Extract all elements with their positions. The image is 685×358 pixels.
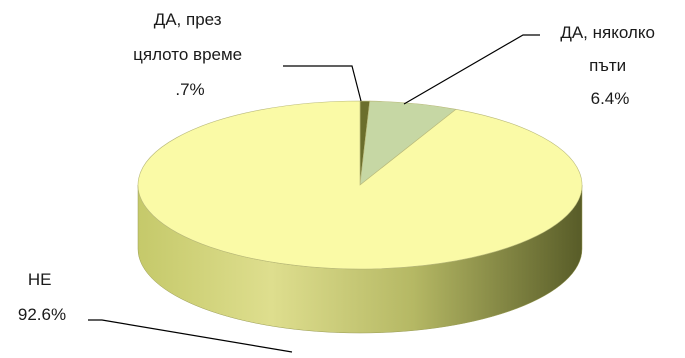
- label-yes-all-time: ДА, през цялото време .7%: [133, 10, 247, 99]
- label-yes-several-times-line2: пъти: [589, 56, 626, 75]
- label-no-value: 92.6%: [18, 305, 66, 324]
- label-yes-all-time-line1: ДА, през: [154, 10, 222, 29]
- leader-line-yes-several-times: [403, 34, 540, 105]
- leader-line-yes-all-time: [283, 65, 362, 102]
- label-yes-several-times-line1: ДА, няколко: [560, 23, 655, 42]
- label-yes-several-times-value: 6.4%: [591, 89, 630, 108]
- label-yes-several-times: ДА, няколко пъти 6.4%: [560, 23, 659, 108]
- pie-slices: [137, 100, 583, 270]
- pie-slice-no: [137, 100, 583, 270]
- label-yes-all-time-line2: цялото време: [133, 45, 242, 64]
- leader-line-no: [88, 319, 293, 353]
- label-no: НЕ 92.6%: [18, 270, 66, 324]
- label-yes-all-time-value: .7%: [175, 80, 204, 99]
- label-no-line1: НЕ: [28, 270, 52, 289]
